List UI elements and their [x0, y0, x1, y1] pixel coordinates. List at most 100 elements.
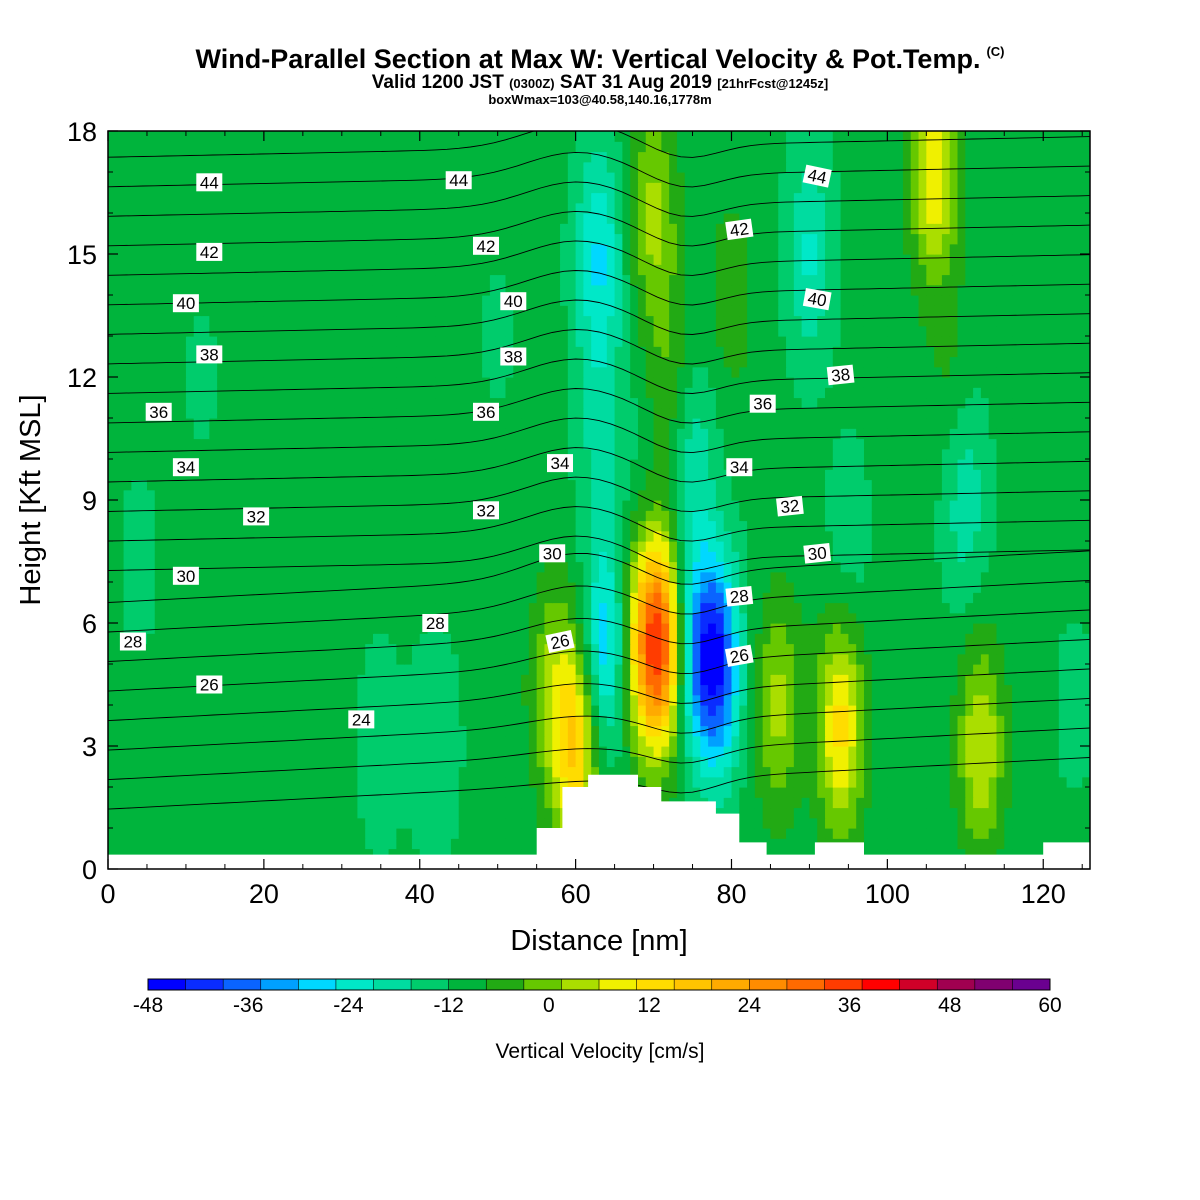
velocity-cell: [388, 766, 397, 778]
velocity-cell: [599, 694, 608, 706]
velocity-cell: [357, 817, 366, 829]
velocity-cell: [622, 500, 631, 511]
velocity-cell: [926, 510, 935, 522]
velocity-cell: [879, 571, 888, 583]
velocity-cell: [1058, 530, 1068, 542]
velocity-cell: [599, 653, 608, 665]
velocity-cell: [637, 459, 647, 470]
velocity-cell: [973, 541, 982, 552]
velocity-cell: [1043, 520, 1052, 532]
velocity-cell: [630, 602, 639, 614]
velocity-cell: [271, 510, 281, 522]
velocity-cell: [910, 530, 920, 542]
velocity-cell: [965, 756, 974, 768]
velocity-cell: [606, 715, 616, 727]
velocity-cell: [661, 551, 670, 563]
velocity-cell: [310, 664, 320, 675]
velocity-cell: [139, 807, 148, 819]
velocity-cell: [973, 623, 982, 634]
velocity-cell: [591, 459, 600, 470]
velocity-cell: [980, 612, 990, 624]
velocity-cell: [209, 848, 218, 860]
velocity-cell: [443, 664, 452, 675]
velocity-cell: [443, 746, 452, 757]
velocity-cell: [856, 489, 865, 501]
velocity-cell: [645, 643, 655, 655]
velocity-cell: [809, 664, 818, 675]
velocity-cell: [1012, 705, 1021, 716]
velocity-cell: [435, 602, 444, 614]
velocity-cell: [380, 592, 390, 604]
velocity-cell: [302, 623, 312, 634]
velocity-cell: [622, 725, 631, 737]
velocity-cell: [1058, 489, 1068, 501]
velocity-cell: [295, 469, 304, 481]
velocity-cell: [965, 807, 974, 819]
velocity-cell: [123, 848, 132, 860]
velocity-cell: [560, 694, 569, 706]
velocity-cell: [731, 571, 740, 583]
velocity-cell: [489, 633, 499, 645]
velocity-cell: [606, 500, 616, 511]
velocity-cell: [162, 705, 171, 716]
velocity-cell: [926, 766, 935, 778]
velocity-cell: [404, 582, 413, 593]
velocity-cell: [318, 510, 327, 522]
velocity-cell: [201, 479, 210, 491]
velocity-cell: [762, 551, 772, 563]
velocity-cell: [256, 725, 265, 737]
velocity-cell: [544, 766, 553, 778]
velocity-cell: [201, 520, 210, 532]
velocity-cell: [856, 633, 865, 645]
velocity-cell: [396, 776, 405, 788]
velocity-cell: [669, 653, 678, 665]
velocity-cell: [404, 756, 413, 768]
velocity-cell: [825, 776, 834, 788]
velocity-cell: [708, 510, 717, 522]
velocity-cell: [388, 602, 397, 614]
velocity-cell: [676, 674, 686, 686]
velocity-cell: [856, 664, 865, 675]
velocity-cell: [372, 787, 382, 798]
velocity-cell: [801, 787, 811, 798]
velocity-cell: [458, 530, 468, 542]
velocity-cell: [684, 715, 694, 727]
velocity-cell: [334, 541, 343, 552]
velocity-cell: [606, 510, 616, 522]
velocity-cell: [318, 848, 327, 860]
velocity-cell: [544, 582, 553, 593]
velocity-cell: [411, 520, 421, 532]
velocity-cell: [637, 776, 647, 788]
velocity-cell: [380, 510, 390, 522]
velocity-cell: [209, 787, 218, 798]
velocity-cell: [536, 756, 546, 768]
velocity-cell: [645, 633, 655, 645]
velocity-cell: [902, 530, 912, 542]
velocity-cell: [809, 653, 818, 665]
velocity-cell: [1082, 807, 1090, 819]
velocity-cell: [871, 602, 881, 614]
velocity-cell: [676, 623, 686, 634]
velocity-cell: [754, 694, 764, 706]
velocity-cell: [224, 469, 234, 481]
velocity-cell: [372, 489, 382, 501]
velocity-cell: [1035, 828, 1044, 839]
velocity-cell: [1027, 735, 1037, 747]
velocity-cell: [934, 838, 943, 850]
velocity-cell: [396, 571, 405, 583]
velocity-cell: [560, 623, 569, 634]
velocity-cell: [739, 633, 748, 645]
velocity-cell: [848, 561, 857, 573]
velocity-cell: [154, 848, 164, 860]
velocity-cell: [622, 571, 631, 583]
velocity-cell: [1074, 817, 1083, 829]
velocity-cell: [645, 541, 655, 552]
velocity-cell: [1012, 541, 1021, 552]
velocity-cell: [544, 735, 553, 747]
velocity-cell: [404, 623, 413, 634]
velocity-cell: [295, 674, 304, 686]
velocity-cell: [427, 500, 436, 511]
velocity-cell: [910, 787, 920, 798]
velocity-cell: [388, 807, 397, 819]
velocity-cell: [832, 541, 842, 552]
